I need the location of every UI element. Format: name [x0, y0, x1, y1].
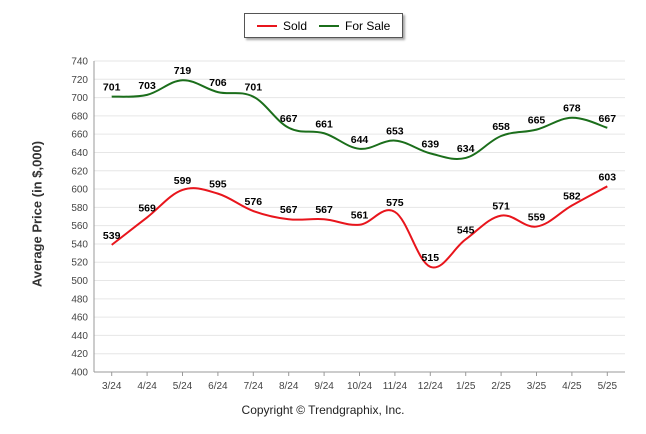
y-tick-label: 540: [71, 239, 88, 250]
x-tick-label: 11/24: [383, 381, 408, 392]
y-tick-label: 640: [71, 148, 88, 159]
sold-data-label: 575: [386, 197, 404, 209]
x-tick-label: 4/24: [137, 381, 157, 392]
sold-data-label: 567: [280, 204, 298, 216]
sold-data-label: 545: [457, 224, 475, 236]
for-sale-data-label: 703: [138, 80, 156, 92]
for-sale-data-label: 639: [422, 138, 440, 150]
for-sale-data-label: 678: [563, 103, 581, 115]
legend-item-sold[interactable]: Sold: [257, 19, 307, 33]
x-tick-label: 5/24: [173, 381, 193, 392]
sold-line: [111, 185, 608, 269]
for-sale-data-label: 701: [245, 82, 263, 94]
for-sale-data-label: 706: [209, 77, 227, 89]
for-sale-data-label: 701: [103, 82, 121, 94]
y-tick-label: 680: [71, 111, 88, 122]
for-sale-data-label: 658: [492, 121, 510, 133]
data-labels: 539 569 599 595 576 567 567 561 575 515 545 571 559 5…: [103, 65, 616, 264]
y-tick-label: 420: [71, 349, 88, 360]
sold-data-label: 582: [563, 191, 581, 203]
y-tick-label: 740: [71, 57, 88, 68]
x-tick-label: 5/25: [598, 381, 618, 392]
for-sale-swatch-icon: [319, 24, 339, 27]
for-sale-data-label: 644: [351, 134, 369, 146]
sold-data-label: 569: [138, 202, 156, 214]
x-tick-label: 3/24: [102, 381, 122, 392]
for-sale-data-label: 667: [280, 113, 298, 125]
y-tick-label: 700: [71, 93, 88, 104]
x-tick-label: 7/24: [244, 381, 264, 392]
sold-data-label: 515: [422, 252, 440, 264]
x-tick-label: 9/24: [314, 381, 334, 392]
y-tick-label: 620: [71, 166, 88, 177]
for-sale-data-label: 634: [457, 143, 475, 155]
y-tick-label: 560: [71, 221, 88, 232]
x-tick-label: 4/25: [562, 381, 582, 392]
x-tick-label: 3/25: [527, 381, 547, 392]
sold-swatch-icon: [257, 24, 277, 27]
y-axis-label: Average Price (in $,000): [29, 140, 45, 288]
axes: 400 420 440 460 480 500 520 540 560 580 600 620 640 6…: [71, 57, 625, 392]
y-tick-label: 660: [71, 130, 88, 141]
sold-data-label: 595: [209, 179, 227, 191]
y-tick-label: 520: [71, 258, 88, 269]
x-tick-label: 8/24: [279, 381, 299, 392]
y-tick-label: 440: [71, 331, 88, 342]
y-tick-label: 400: [71, 368, 88, 379]
sold-data-label: 559: [528, 212, 546, 224]
sold-data-label: 603: [599, 171, 617, 183]
legend-label-sold: Sold: [283, 19, 308, 33]
y-tick-label: 500: [71, 276, 88, 287]
sold-data-label: 599: [174, 175, 192, 187]
legend: Sold For Sale: [244, 13, 403, 38]
sold-data-label: 539: [103, 230, 121, 242]
for-sale-data-label: 667: [599, 113, 617, 125]
for-sale-data-label: 719: [174, 65, 192, 77]
x-tick-label: 12/24: [418, 381, 443, 392]
y-tick-label: 580: [71, 203, 88, 214]
sold-data-label: 567: [315, 204, 333, 216]
y-tick-label: 460: [71, 313, 88, 324]
copyright-footer: Copyright © Trendgraphix, Inc.: [241, 403, 405, 417]
y-tick-label: 720: [71, 75, 88, 86]
legend-label-for-sale: For Sale: [345, 19, 391, 33]
sold-data-label: 571: [492, 201, 510, 213]
y-tick-label: 600: [71, 185, 88, 196]
legend-item-for-sale[interactable]: For Sale: [319, 19, 390, 33]
x-tick-label: 2/25: [491, 381, 511, 392]
y-tick-label: 480: [71, 294, 88, 305]
for-sale-data-label: 653: [386, 126, 404, 138]
for-sale-line: [111, 79, 608, 161]
sold-data-label: 576: [245, 196, 263, 208]
series-lines: [111, 79, 608, 269]
sold-data-label: 561: [351, 210, 369, 222]
x-tick-label: 10/24: [347, 381, 372, 392]
for-sale-data-label: 661: [315, 118, 333, 130]
x-tick-label: 1/25: [456, 381, 476, 392]
x-tick-label: 6/24: [208, 381, 228, 392]
for-sale-data-label: 665: [528, 115, 546, 127]
